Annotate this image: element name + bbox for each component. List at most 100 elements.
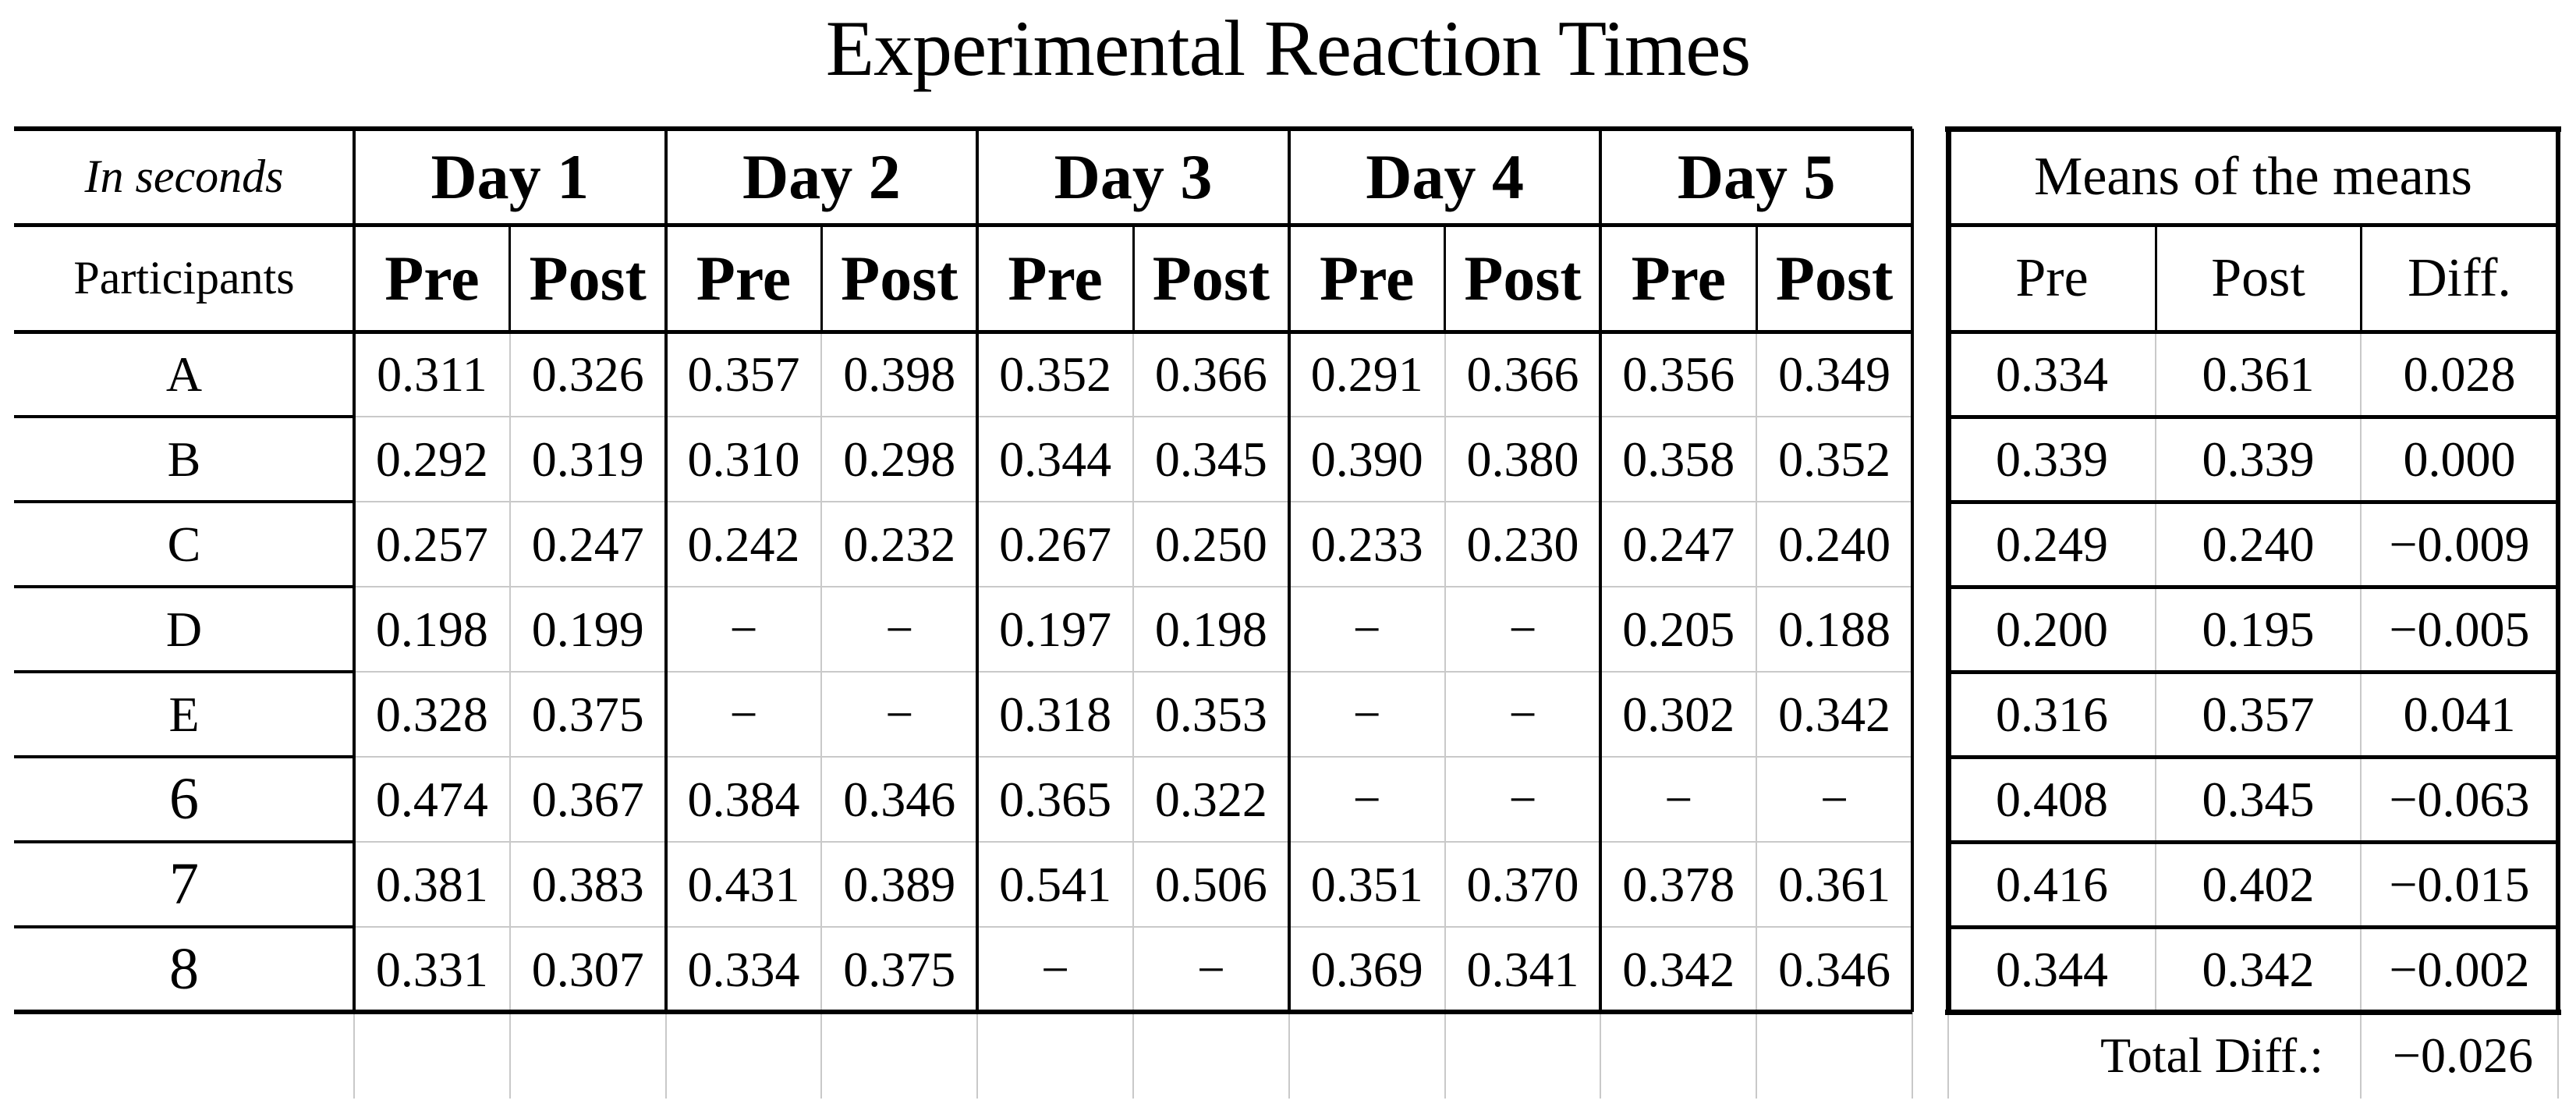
table-rule: [664, 129, 668, 1012]
reaction-time-cell: 0.370: [1466, 856, 1579, 912]
participants-column-header: Participants: [73, 252, 295, 303]
means-diff-header: Diff.: [2408, 247, 2511, 308]
table-rule: [14, 925, 354, 928]
reaction-time-cell: 0.311: [377, 346, 487, 402]
means-diff-cell: 0.000: [2403, 431, 2516, 487]
reaction-time-cell: 0.257: [375, 516, 488, 572]
gridline: [1444, 332, 1446, 1012]
reaction-time-cell: 0.353: [1154, 686, 1267, 742]
reaction-time-cell: 0.250: [1154, 516, 1267, 572]
reaction-time-cell: 0.369: [1310, 941, 1423, 997]
means-diff-cell: 0.041: [2403, 686, 2516, 742]
table-rule: [2556, 129, 2560, 1012]
means-pre-cell: 0.334: [1996, 346, 2108, 402]
reaction-time-cell: 0.197: [999, 601, 1112, 657]
reaction-time-cell: 0.375: [843, 941, 956, 997]
reaction-time-cell: −: [1508, 771, 1537, 827]
reaction-time-cell: 0.318: [999, 686, 1112, 742]
reaction-time-cell: −: [1352, 601, 1381, 657]
table-rule: [1948, 329, 2558, 334]
means-post-cell: 0.342: [2202, 941, 2315, 997]
reaction-time-cell: 0.346: [843, 771, 956, 827]
table-rule: [1948, 754, 2558, 759]
reaction-time-cell: 0.233: [1310, 516, 1423, 572]
gridline: [1132, 332, 1134, 1012]
reaction-time-cell: 0.389: [843, 856, 956, 912]
reaction-time-cell: 0.378: [1622, 856, 1735, 912]
means-pre-cell: 0.408: [1996, 771, 2108, 827]
reaction-time-cell: 0.356: [1622, 346, 1735, 402]
reaction-time-cell: −: [1041, 941, 1070, 997]
table-rule: [508, 225, 512, 332]
reaction-time-cell: 0.242: [687, 516, 800, 572]
reaction-time-cell: 0.247: [531, 516, 644, 572]
page-title: Experimental Reaction Times: [825, 5, 1752, 93]
gridline: [976, 1012, 979, 1099]
table-rule: [820, 225, 823, 332]
means-post-cell: 0.339: [2202, 431, 2315, 487]
participant-label: D: [165, 601, 203, 657]
reaction-time-cell: −: [729, 601, 758, 657]
table-rule: [1755, 225, 1758, 332]
means-post-cell: 0.402: [2202, 856, 2315, 912]
day-3-post-header: Post: [1152, 242, 1270, 314]
reaction-time-cell: 0.383: [531, 856, 644, 912]
participant-label: 8: [169, 936, 199, 1002]
reaction-time-cell: 0.358: [1622, 431, 1735, 487]
reaction-time-cell: −: [1196, 941, 1225, 997]
reaction-time-cell: 0.541: [999, 856, 1112, 912]
reaction-time-cell: 0.342: [1778, 686, 1891, 742]
reaction-time-cell: −: [885, 686, 914, 742]
means-diff-cell: −0.005: [2389, 601, 2530, 657]
means-pre-header: Pre: [2015, 247, 2089, 308]
means-diff-cell: −0.009: [2389, 516, 2530, 572]
reaction-time-cell: 0.366: [1466, 346, 1579, 402]
gridline: [1444, 1012, 1446, 1099]
gridline: [1756, 1012, 1758, 1099]
table-rule: [14, 500, 354, 503]
unit-note: In seconds: [84, 151, 284, 202]
reaction-time-cell: 0.361: [1778, 856, 1891, 912]
gridline: [1947, 1012, 1949, 1099]
table-rule: [1599, 129, 1603, 1012]
table-rule: [1945, 129, 1951, 1012]
table-rule: [14, 222, 1912, 227]
gridline: [1600, 1012, 1602, 1099]
reaction-time-cell: 0.390: [1310, 431, 1423, 487]
reaction-time-cell: 0.352: [999, 346, 1112, 402]
reaction-time-cell: 0.247: [1622, 516, 1735, 572]
reaction-time-cell: 0.474: [375, 771, 488, 827]
gridline: [664, 1012, 667, 1099]
table-rule: [1948, 414, 2558, 419]
reaction-time-cell: 0.506: [1154, 856, 1267, 912]
means-diff-cell: 0.028: [2403, 346, 2516, 402]
table-rule: [976, 129, 980, 1012]
reaction-time-cell: 0.230: [1466, 516, 1579, 572]
gridline: [1132, 1012, 1134, 1099]
reaction-time-cell: 0.205: [1622, 601, 1735, 657]
gridline: [2557, 1012, 2559, 1099]
participant-label: E: [168, 686, 200, 742]
reaction-time-cell: 0.366: [1154, 346, 1267, 402]
means-post-cell: 0.195: [2202, 601, 2315, 657]
day-1-header: Day 1: [431, 140, 590, 212]
gridline: [2360, 1012, 2362, 1099]
day-1-pre-header: Pre: [384, 242, 480, 314]
reaction-time-cell: 0.352: [1778, 431, 1891, 487]
reaction-time-cell: 0.198: [1154, 601, 1267, 657]
table-rule: [1945, 1009, 2561, 1015]
reaction-time-cell: −: [729, 686, 758, 742]
means-pre-cell: 0.344: [1996, 941, 2108, 997]
reaction-time-cell: 0.398: [843, 346, 956, 402]
day-5-pre-header: Pre: [1631, 242, 1726, 314]
table-rule: [1287, 129, 1291, 1012]
reaction-time-cell: 0.344: [999, 431, 1112, 487]
means-post-cell: 0.345: [2202, 771, 2315, 827]
reaction-time-cell: 0.381: [375, 856, 488, 912]
table-rule: [2359, 225, 2362, 332]
table-rule: [14, 415, 354, 418]
reaction-time-cell: 0.291: [1310, 346, 1423, 402]
table-rule: [1948, 222, 2558, 227]
reaction-time-cell: 0.342: [1622, 941, 1735, 997]
reaction-time-cell: 0.322: [1154, 771, 1267, 827]
